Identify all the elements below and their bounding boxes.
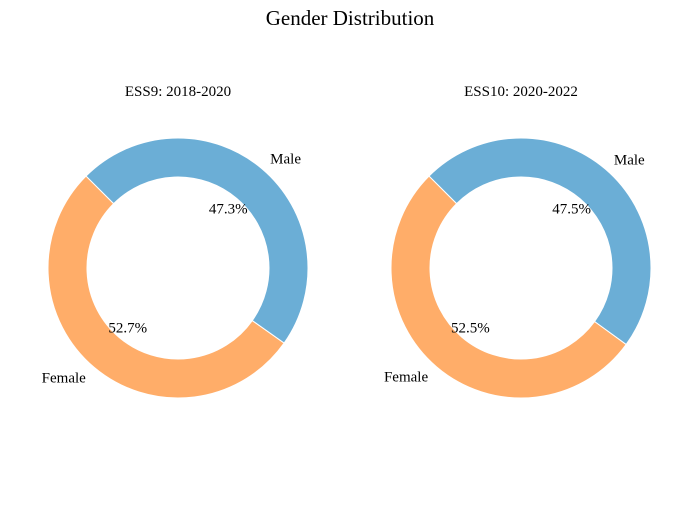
- donut-title-ess9: ESS9: 2018-2020: [125, 84, 231, 100]
- percent-label-ess9-female: 52.7%: [108, 321, 147, 337]
- donut-slice-ess10-female: [390, 175, 627, 399]
- percent-label-ess10-male: 47.5%: [552, 202, 591, 218]
- donut-chart-ess10: ESS10: 2020-2022 Female 52.5% Male 47.5%: [384, 84, 652, 399]
- slice-label-ess10-female: Female: [384, 370, 428, 386]
- percent-label-ess9-male: 47.3%: [209, 201, 248, 217]
- slice-label-ess9-female: Female: [42, 370, 86, 386]
- donut-title-ess10: ESS10: 2020-2022: [464, 84, 578, 100]
- slice-label-ess10-male: Male: [614, 152, 645, 168]
- donut-chart-ess9: ESS9: 2018-2020 Female 52.7% Male 47.3%: [42, 84, 309, 399]
- chart-title: Gender Distribution: [266, 6, 435, 30]
- percent-label-ess10-female: 52.5%: [451, 320, 490, 336]
- slice-label-ess9-male: Male: [270, 152, 301, 168]
- donut-slice-ess9-male: [85, 137, 309, 344]
- donut-slice-ess9-female: [47, 175, 285, 399]
- donut-slice-ess10-male: [428, 137, 652, 346]
